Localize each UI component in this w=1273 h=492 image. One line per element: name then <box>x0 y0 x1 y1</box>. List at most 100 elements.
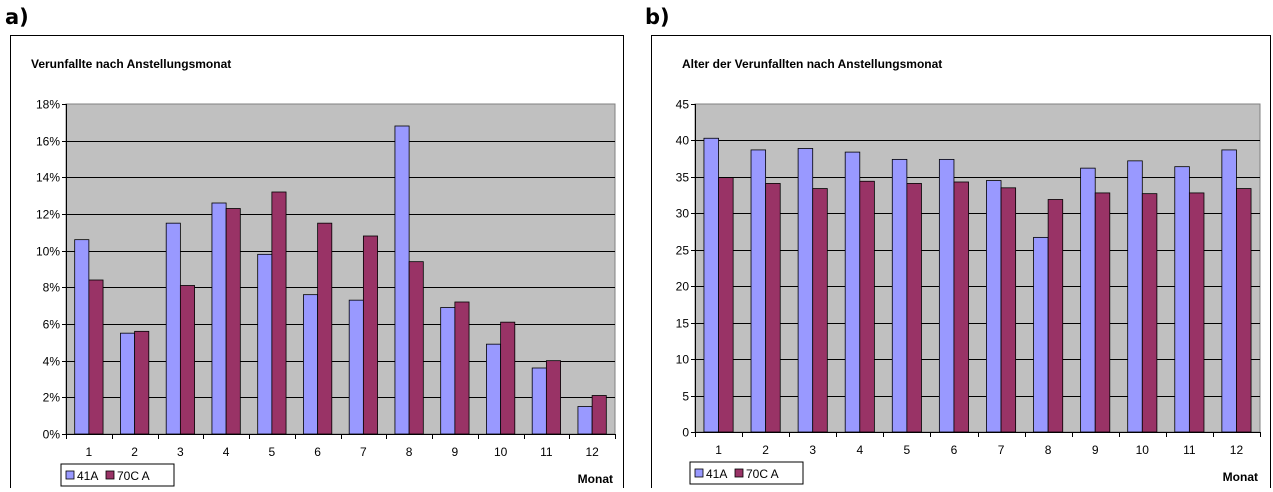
chart-title: Alter der Verunfallten nach Anstellungsm… <box>682 57 942 71</box>
bar-70c-a <box>545 360 561 435</box>
bar-70c-a <box>500 321 516 435</box>
legend-label: 41A <box>706 467 727 481</box>
y-tick-label: 0 <box>682 426 689 440</box>
y-tick-label: 40 <box>676 134 690 148</box>
bar-70c-a <box>1047 199 1064 433</box>
x-tick-label: 10 <box>494 445 508 459</box>
bar-41a <box>74 239 90 435</box>
bar-41a <box>986 180 1002 433</box>
chart-title: Verunfallte nach Anstellungsmonat <box>31 57 231 71</box>
bar-41a <box>844 151 861 433</box>
bar-41a <box>1033 236 1049 433</box>
y-tick-label: 2% <box>43 391 61 405</box>
x-tick-label: 2 <box>131 445 138 459</box>
bar-41a <box>165 222 181 435</box>
y-tick-label: 45 <box>676 98 690 112</box>
bar-41a <box>531 367 547 435</box>
bar-70c-a <box>1094 192 1111 433</box>
x-tick-label: 1 <box>715 443 722 457</box>
bar-70c-a <box>1236 188 1252 433</box>
panel-label-a: a) <box>5 5 29 29</box>
bar-41a <box>1080 167 1096 433</box>
y-tick-label: 25 <box>676 244 690 258</box>
x-tick-label: 9 <box>452 445 459 459</box>
x-tick-label: 5 <box>269 445 276 459</box>
y-tick-label: 14% <box>36 171 60 185</box>
bar-70c-a <box>317 222 333 435</box>
x-tick-label: 6 <box>314 445 321 459</box>
x-tick-label: 11 <box>540 445 553 459</box>
bar-41a <box>120 332 136 435</box>
y-tick-label: 0% <box>43 428 61 442</box>
bar-70c-a <box>362 235 378 435</box>
legend-label: 70C A <box>746 467 779 481</box>
bar-41a <box>938 158 955 433</box>
y-tick-label: 5 <box>682 390 689 404</box>
y-tick-label: 30 <box>676 207 690 221</box>
legend-label: 41A <box>77 469 98 483</box>
x-axis-title: Monat <box>578 472 613 486</box>
x-tick-label: 5 <box>904 443 911 457</box>
chart-a-frame: Verunfallte nach Anstellungsmonat 0% 2% 4% 6… <box>10 35 624 488</box>
bar-70c-a <box>1000 187 1017 433</box>
y-tick-label: 15 <box>676 317 690 331</box>
bar-41a <box>1127 160 1143 433</box>
bar-41a <box>750 149 767 433</box>
bar-70c-a <box>271 191 287 435</box>
bar-41a <box>891 158 908 433</box>
y-tick-label: 12% <box>36 208 60 222</box>
bar-70c-a <box>718 177 734 433</box>
bar-41a <box>303 294 319 435</box>
y-tick-label: 4% <box>43 355 61 369</box>
bar-41a <box>703 137 719 433</box>
y-tick-label: 20 <box>676 280 690 294</box>
x-tick-label: 1 <box>86 445 93 459</box>
x-tick-label: 4 <box>856 443 863 457</box>
x-tick-label: 12 <box>585 445 599 459</box>
bar-41a <box>348 299 364 435</box>
chart-b-frame: Alter der Verunfallten nach Anstellungsm… <box>651 35 1271 488</box>
bar-70c-a <box>953 181 969 433</box>
y-tick-label: 10 <box>676 353 690 367</box>
y-tick-label: 8% <box>43 281 61 295</box>
chart-a: Verunfallte nach Anstellungsmonat 0% 2% 4% 6… <box>31 57 616 487</box>
panel-label-b: b) <box>645 5 670 29</box>
bar-70c-a <box>859 180 875 433</box>
chart-b: Alter der Verunfallten nach Anstellungsm… <box>676 57 1261 485</box>
legend-box <box>689 461 804 485</box>
bar-70c-a <box>812 188 828 433</box>
x-tick-label: 6 <box>951 443 958 457</box>
x-tick-label: 8 <box>1045 443 1052 457</box>
x-tick-label: 11 <box>1183 443 1196 457</box>
plot-area <box>694 103 1261 433</box>
legend-swatch <box>105 470 115 480</box>
x-tick-label: 3 <box>177 445 184 459</box>
bar-41a <box>486 343 502 435</box>
bar-70c-a <box>765 183 781 433</box>
x-tick-label: 3 <box>809 443 816 457</box>
x-tick-label: 4 <box>223 445 230 459</box>
x-tick-label: 2 <box>762 443 769 457</box>
x-tick-label: 7 <box>998 443 1005 457</box>
bar-70c-a <box>88 279 104 435</box>
bar-70c-a <box>1188 192 1205 433</box>
x-axis-title: Monat <box>1223 470 1258 484</box>
y-tick-label: 16% <box>36 135 60 149</box>
legend-swatch <box>734 468 744 478</box>
y-tick-label: 6% <box>43 318 61 332</box>
bar-41a <box>577 406 593 435</box>
plot-area <box>65 103 616 435</box>
y-tick-label: 35 <box>676 171 690 185</box>
legend-box <box>60 463 175 487</box>
bar-41a <box>257 253 273 435</box>
bar-41a <box>1174 166 1190 433</box>
bar-41a <box>394 125 410 435</box>
bar-70c-a <box>906 183 922 433</box>
x-tick-label: 7 <box>360 445 367 459</box>
bar-41a <box>211 202 227 435</box>
bar-41a <box>440 307 456 435</box>
y-tick-label: 18% <box>36 98 60 112</box>
bar-70c-a <box>408 261 424 435</box>
bar-41a <box>797 148 814 433</box>
bar-70c-a <box>1141 193 1158 433</box>
